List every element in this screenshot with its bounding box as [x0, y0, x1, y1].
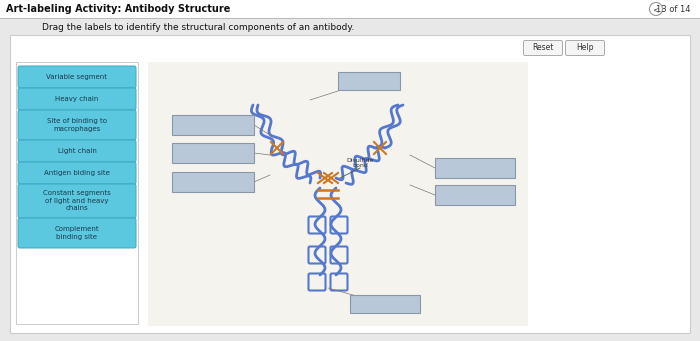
- Bar: [10, 35, 690, 333]
- FancyBboxPatch shape: [18, 88, 136, 110]
- Text: <: <: [652, 5, 659, 14]
- Bar: [0, 0, 700, 18]
- Text: Disulfide
bond: Disulfide bond: [346, 158, 374, 168]
- FancyBboxPatch shape: [18, 162, 136, 184]
- FancyBboxPatch shape: [18, 110, 136, 140]
- Text: Art-labeling Activity: Antibody Structure: Art-labeling Activity: Antibody Structur…: [6, 4, 230, 14]
- Bar: [350, 295, 420, 313]
- Bar: [338, 72, 400, 90]
- Bar: [435, 185, 515, 205]
- Text: Complement
binding site: Complement binding site: [55, 226, 99, 240]
- Text: Drag the labels to identify the structural components of an antibody.: Drag the labels to identify the structur…: [42, 24, 354, 32]
- FancyBboxPatch shape: [524, 41, 563, 56]
- Text: Antigen biding site: Antigen biding site: [44, 170, 110, 176]
- Bar: [435, 158, 515, 178]
- Bar: [172, 172, 254, 192]
- Text: Site of binding to
macrophages: Site of binding to macrophages: [47, 118, 107, 132]
- FancyBboxPatch shape: [18, 218, 136, 248]
- FancyBboxPatch shape: [18, 140, 136, 162]
- Text: Constant segments
of light and heavy
chains: Constant segments of light and heavy cha…: [43, 191, 111, 211]
- Bar: [148, 62, 528, 326]
- Bar: [172, 115, 254, 135]
- Circle shape: [650, 2, 662, 15]
- Text: Reset: Reset: [532, 44, 554, 53]
- Text: Heavy chain: Heavy chain: [55, 96, 99, 102]
- Bar: [16, 62, 138, 324]
- Text: Light chain: Light chain: [57, 148, 97, 154]
- FancyBboxPatch shape: [18, 184, 136, 218]
- Bar: [172, 143, 254, 163]
- Text: Variable segment: Variable segment: [46, 74, 108, 80]
- FancyBboxPatch shape: [566, 41, 605, 56]
- Text: Help: Help: [576, 44, 594, 53]
- Text: 13 of 14: 13 of 14: [655, 4, 690, 14]
- FancyBboxPatch shape: [18, 66, 136, 88]
